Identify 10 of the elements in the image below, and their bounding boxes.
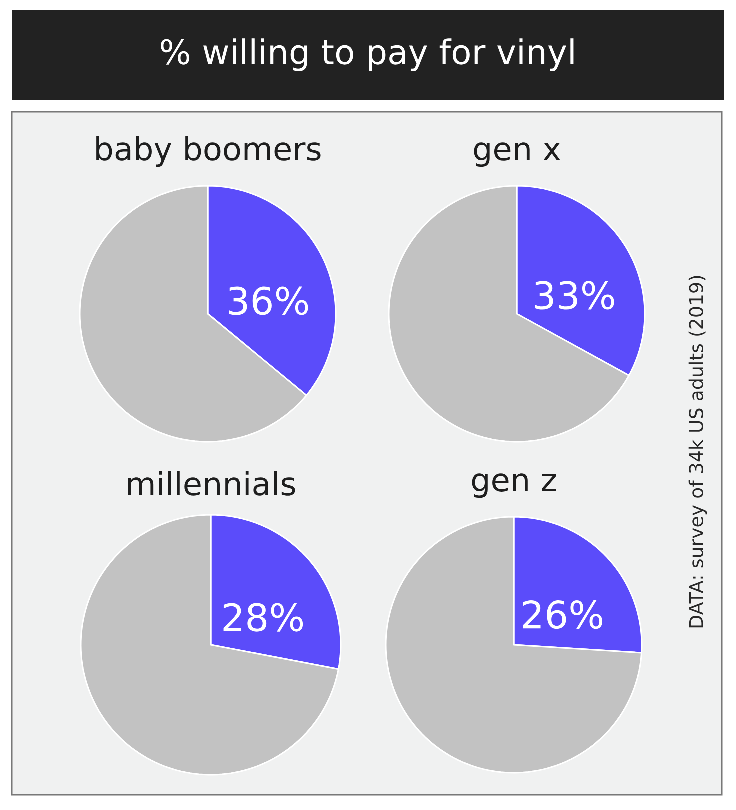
chart-title: gen x	[474, 142, 560, 168]
text: DATA: survey of 34k US adults (2019)	[688, 276, 708, 628]
text: % willing to pay for vinyl	[161, 38, 574, 72]
data-label: 26%	[523, 600, 603, 630]
data-label: 28%	[224, 603, 304, 632]
chart-title: gen z	[472, 474, 556, 498]
data-label: 33%	[535, 281, 614, 310]
chart-title: millennials	[128, 471, 296, 496]
chart-title: baby boomers	[96, 136, 321, 168]
data-label: 36%	[229, 286, 308, 316]
